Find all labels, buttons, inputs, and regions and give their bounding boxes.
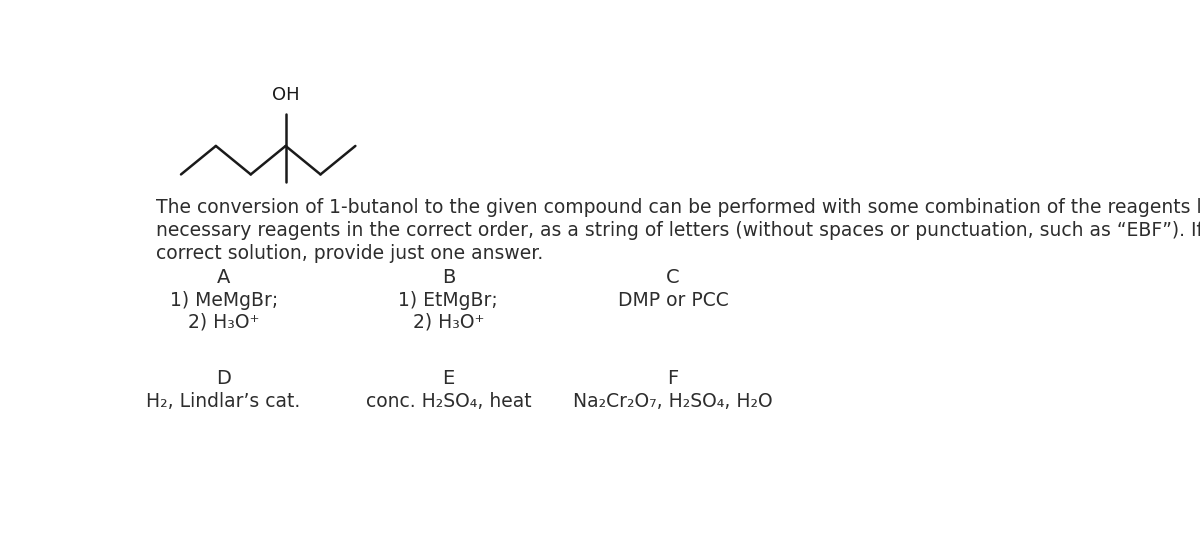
Text: conc. H₂SO₄, heat: conc. H₂SO₄, heat — [366, 392, 532, 411]
Text: D: D — [216, 369, 232, 388]
Text: 2) H₃O⁺: 2) H₃O⁺ — [188, 312, 259, 331]
Text: correct solution, provide just one answer.: correct solution, provide just one answe… — [156, 244, 544, 263]
Text: necessary reagents in the correct order, as a string of letters (without spaces : necessary reagents in the correct order,… — [156, 221, 1200, 240]
Text: 1) EtMgBr;: 1) EtMgBr; — [398, 291, 498, 310]
Text: B: B — [442, 267, 455, 287]
Text: DMP or PCC: DMP or PCC — [618, 291, 728, 310]
Text: Na₂Cr₂O₇, H₂SO₄, H₂O: Na₂Cr₂O₇, H₂SO₄, H₂O — [574, 392, 773, 411]
Text: 2) H₃O⁺: 2) H₃O⁺ — [413, 312, 484, 331]
Text: A: A — [217, 267, 230, 287]
Text: OH: OH — [272, 86, 300, 103]
Text: E: E — [443, 369, 455, 388]
Text: F: F — [667, 369, 679, 388]
Text: C: C — [666, 267, 680, 287]
Text: 1) MeMgBr;: 1) MeMgBr; — [169, 291, 277, 310]
Text: H₂, Lindlar’s cat.: H₂, Lindlar’s cat. — [146, 392, 301, 411]
Text: The conversion of 1-butanol to the given compound can be performed with some com: The conversion of 1-butanol to the given… — [156, 198, 1200, 217]
